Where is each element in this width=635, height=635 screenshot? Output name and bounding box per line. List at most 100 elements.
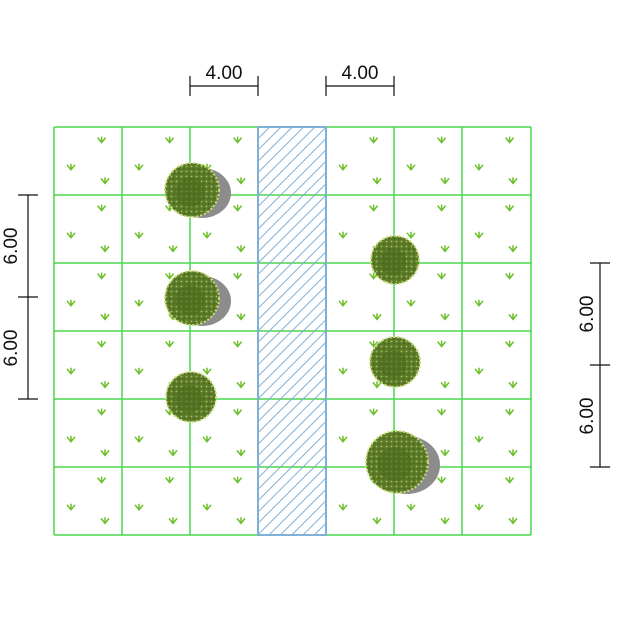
grass-mark: [437, 340, 447, 348]
dimension-top-right: 4.00: [325, 63, 395, 96]
grass-mark: [97, 340, 107, 348]
grass-mark: [66, 367, 76, 376]
grass-mark: [165, 272, 175, 280]
grass-mark: [437, 408, 447, 416]
grass-mark: [202, 435, 212, 444]
grass-mark: [134, 299, 144, 308]
grass-mark: [100, 381, 110, 389]
grass-mark: [505, 476, 515, 484]
grass-mark: [134, 367, 144, 376]
grass-mark: [505, 408, 515, 416]
tree-core: [175, 177, 205, 207]
grass-mark: [165, 340, 175, 348]
grass-mark: [440, 381, 450, 389]
grass-mark: [66, 163, 76, 172]
grass-mark: [406, 231, 416, 240]
grass-mark: [369, 136, 379, 144]
dimension-label: 4.00: [206, 63, 243, 84]
grass-mark: [508, 245, 518, 253]
grass-mark: [505, 272, 515, 280]
grass-mark: [508, 517, 518, 525]
dimension-left: 6.00 6.00: [1, 194, 38, 400]
grass-mark: [440, 313, 450, 321]
grass-mark: [440, 517, 450, 525]
grass-mark: [134, 231, 144, 240]
grass-mark: [236, 449, 246, 457]
grass-mark: [505, 340, 515, 348]
grass-mark: [100, 517, 110, 525]
grass-mark: [100, 313, 110, 321]
grass-mark: [474, 299, 484, 308]
tree-core: [379, 350, 407, 378]
grass-mark: [338, 367, 348, 376]
grass-mark: [406, 503, 416, 512]
grass-mark: [100, 449, 110, 457]
grass-mark: [474, 163, 484, 172]
grass-mark: [97, 204, 107, 212]
grass-mark: [369, 408, 379, 416]
grass-mark: [437, 204, 447, 212]
grass-mark: [236, 517, 246, 525]
grass-mark: [338, 231, 348, 240]
grass-mark: [168, 245, 178, 253]
grass-mark: [134, 435, 144, 444]
grass-mark: [134, 163, 144, 172]
grass-mark: [168, 517, 178, 525]
grass-mark: [437, 136, 447, 144]
grass-mark: [508, 381, 518, 389]
grass-mark: [66, 299, 76, 308]
grass-mark: [338, 163, 348, 172]
dimension-label: 6.00: [577, 398, 598, 435]
dimension-right: 6.00 6.00: [577, 262, 610, 468]
trees: [164, 162, 440, 494]
grass-mark: [168, 449, 178, 457]
grass-mark: [505, 136, 515, 144]
grass-mark: [97, 408, 107, 416]
grass-mark: [202, 231, 212, 240]
grass-mark: [437, 272, 447, 280]
grass-mark: [508, 313, 518, 321]
grass-mark: [474, 503, 484, 512]
grass-mark: [474, 231, 484, 240]
grass-mark: [369, 340, 379, 348]
grass-mark: [134, 503, 144, 512]
grass-mark: [369, 204, 379, 212]
grass-mark: [97, 476, 107, 484]
grass-mark: [233, 408, 243, 416]
grass-mark: [440, 245, 450, 253]
grass-mark: [233, 340, 243, 348]
grass-mark: [338, 435, 348, 444]
grass-mark: [202, 503, 212, 512]
dimension-label: 4.00: [342, 63, 379, 84]
dimension-label: 6.00: [577, 296, 598, 333]
grass-mark: [233, 476, 243, 484]
grass-mark: [474, 435, 484, 444]
tree-core: [377, 446, 413, 482]
tree-core: [379, 248, 407, 276]
grass-mark: [505, 204, 515, 212]
grass-mark: [508, 177, 518, 185]
grass-mark: [406, 299, 416, 308]
grass-mark: [338, 299, 348, 308]
grass-mark: [233, 136, 243, 144]
grass-mark: [437, 476, 447, 484]
grass-mark: [372, 381, 382, 389]
grass-mark: [165, 136, 175, 144]
grass-mark: [236, 245, 246, 253]
grass-mark: [202, 367, 212, 376]
grass-mark: [372, 313, 382, 321]
grass-mark: [372, 517, 382, 525]
grass-mark: [440, 449, 450, 457]
grass-mark: [406, 163, 416, 172]
grass-mark: [508, 449, 518, 457]
dimension-top-left: 4.00: [189, 63, 259, 96]
grass-mark: [100, 177, 110, 185]
tree-core: [175, 285, 205, 315]
grass-mark: [236, 381, 246, 389]
dimension-label: 6.00: [1, 330, 22, 367]
grass-mark: [97, 136, 107, 144]
grass-mark: [338, 503, 348, 512]
tree-core: [175, 385, 203, 413]
grass-mark: [236, 313, 246, 321]
